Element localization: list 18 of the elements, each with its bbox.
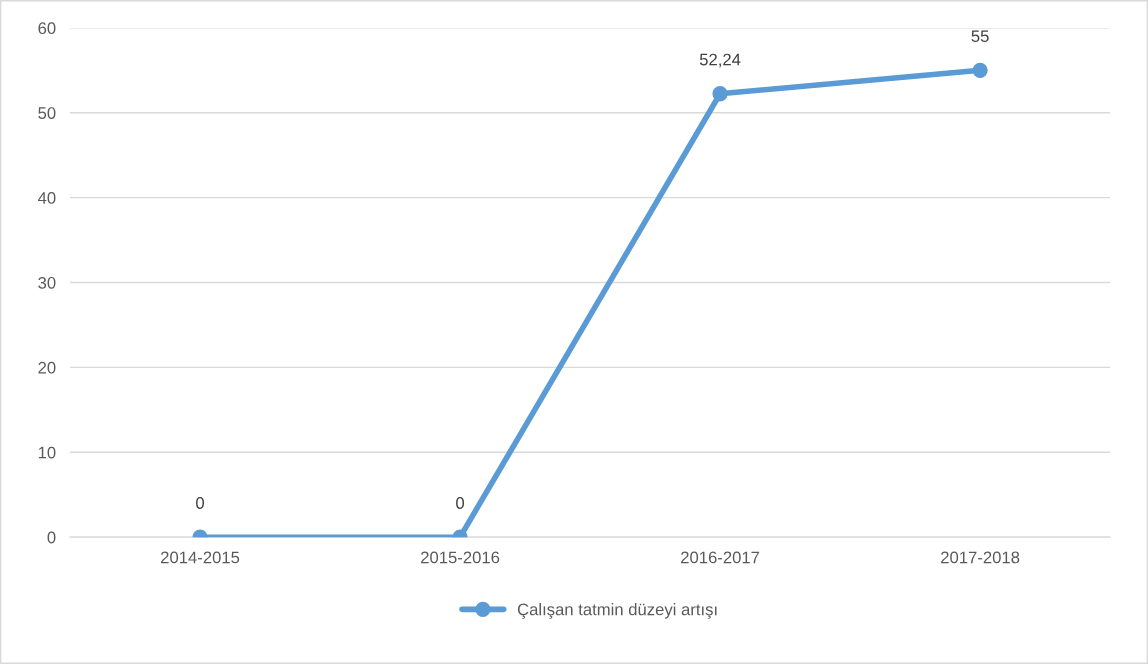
data-label: 0	[456, 497, 465, 509]
point	[712, 86, 728, 102]
x-tick-label: 2016-2017	[681, 551, 760, 564]
x-tick-label: 2014-2015	[161, 551, 240, 564]
data-label: 55	[971, 30, 989, 43]
y-tick-label: 60	[38, 22, 56, 35]
data-label: 0	[196, 497, 205, 509]
y-tick-label: 50	[38, 107, 56, 119]
y-tick-label: 10	[38, 446, 56, 459]
y-tick-label: 20	[38, 361, 56, 374]
y-tick-label: 0	[47, 531, 56, 544]
data-label: 52,24	[699, 53, 741, 68]
x-tick-label: 2015-2016	[421, 551, 500, 564]
y-tick-label: 30	[38, 276, 56, 289]
y-tick-label: 40	[37, 192, 56, 204]
point	[972, 62, 988, 78]
legend-label: Çalışan tatmin düzeyi artışı	[517, 603, 717, 619]
x-tick-label: 2017-2018	[941, 551, 1020, 564]
